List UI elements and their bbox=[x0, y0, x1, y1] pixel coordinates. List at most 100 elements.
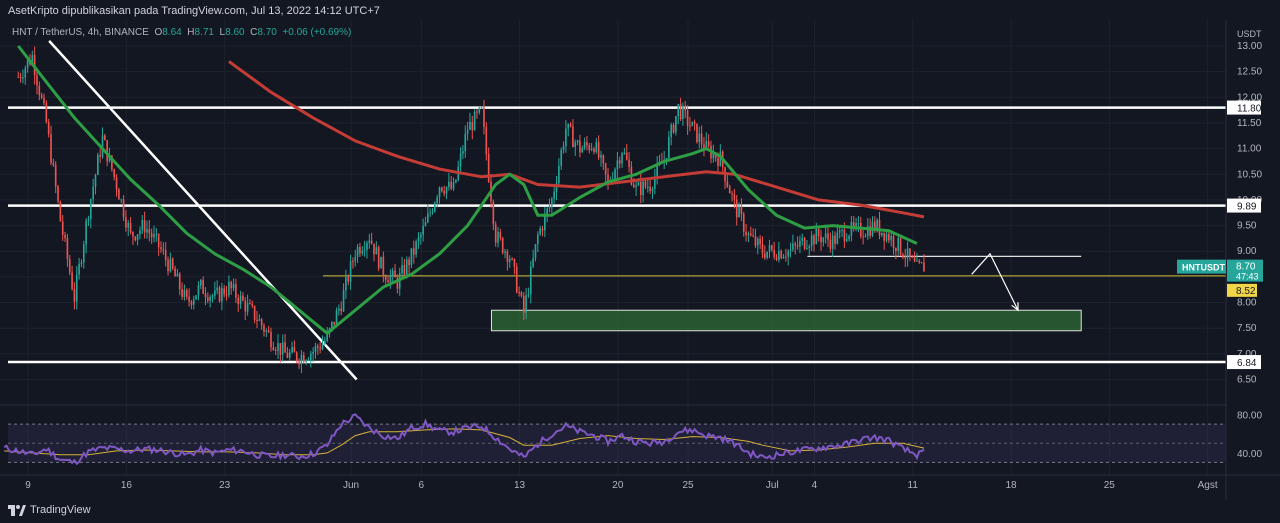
candle-body bbox=[717, 157, 719, 166]
price-marker-countdown: 47:43 bbox=[1236, 272, 1259, 282]
candle-body bbox=[581, 147, 584, 153]
candle bbox=[691, 121, 694, 127]
candle bbox=[211, 293, 214, 303]
candle bbox=[672, 122, 675, 134]
candle-body bbox=[588, 145, 591, 150]
candle-body bbox=[419, 234, 422, 238]
candle-body bbox=[279, 343, 282, 355]
candle bbox=[808, 244, 811, 256]
candle-body bbox=[881, 232, 883, 236]
candle-body bbox=[36, 75, 38, 86]
candle bbox=[239, 290, 242, 310]
candle bbox=[309, 350, 312, 368]
candle bbox=[520, 291, 523, 298]
candle-body bbox=[71, 272, 73, 290]
candle-body bbox=[305, 360, 307, 363]
candle bbox=[740, 198, 743, 222]
candle bbox=[148, 220, 151, 242]
candle bbox=[771, 244, 773, 253]
candle-body bbox=[616, 160, 619, 170]
candle-body bbox=[403, 265, 406, 276]
candle-body bbox=[902, 254, 904, 258]
candle bbox=[588, 142, 591, 154]
level-label-box bbox=[1227, 100, 1261, 115]
candle-body bbox=[375, 247, 378, 255]
candle-body bbox=[822, 237, 825, 243]
candle bbox=[99, 148, 101, 163]
candle-body bbox=[204, 293, 207, 298]
symbol-marker-box bbox=[1177, 259, 1226, 274]
candle bbox=[366, 240, 368, 259]
candle-body bbox=[111, 155, 113, 170]
symbol-name[interactable]: HNT / TetherUS, 4h, BINANCE bbox=[12, 27, 149, 38]
candle bbox=[24, 65, 27, 85]
candle-body bbox=[735, 199, 738, 218]
candle-body bbox=[326, 333, 328, 341]
candle bbox=[913, 251, 916, 263]
candle-body bbox=[230, 281, 233, 289]
candle bbox=[749, 226, 752, 237]
candle-body bbox=[370, 240, 373, 244]
candle-body bbox=[438, 187, 441, 198]
candle bbox=[312, 347, 314, 362]
candle bbox=[532, 249, 534, 269]
candle bbox=[434, 201, 436, 213]
candle-body bbox=[391, 270, 394, 276]
candle bbox=[494, 221, 497, 247]
candle-body bbox=[794, 243, 797, 246]
candle bbox=[480, 106, 483, 109]
candle bbox=[522, 292, 525, 321]
candle bbox=[286, 346, 289, 359]
support-zone[interactable] bbox=[490, 309, 1082, 332]
candle bbox=[764, 245, 766, 261]
time-tick-label: 16 bbox=[121, 480, 133, 491]
candle-body bbox=[796, 245, 799, 247]
candle-body bbox=[115, 177, 118, 190]
candle bbox=[693, 119, 696, 131]
candle bbox=[548, 198, 551, 213]
candle bbox=[120, 198, 123, 204]
candle-body bbox=[155, 233, 158, 235]
candle-body bbox=[188, 296, 190, 302]
candle bbox=[806, 240, 808, 250]
rsi-pane bbox=[3, 413, 1226, 466]
candle bbox=[113, 168, 116, 181]
candle-body bbox=[637, 182, 640, 186]
candle-body bbox=[274, 349, 277, 351]
candle bbox=[307, 356, 310, 362]
candle-body bbox=[309, 353, 312, 360]
candle bbox=[101, 127, 104, 159]
price-tick-label: 8.00 bbox=[1237, 298, 1257, 309]
projection-arrow-line[interactable] bbox=[971, 252, 1019, 311]
trendline[interactable] bbox=[48, 40, 358, 381]
candle-body bbox=[104, 135, 106, 141]
candle-body bbox=[562, 145, 565, 150]
candle-body bbox=[836, 232, 839, 244]
symbol-legend[interactable]: HNT / TetherUS, 4h, BINANCE O8.64 H8.71 … bbox=[12, 27, 351, 38]
time-tick-label: Agst bbox=[1198, 480, 1218, 491]
candle bbox=[246, 294, 249, 316]
change-value: +0.06 (+0.69%) bbox=[282, 27, 352, 38]
candle-body bbox=[417, 237, 420, 242]
candle bbox=[829, 232, 832, 253]
candle-body bbox=[895, 247, 897, 252]
candle-body bbox=[532, 258, 534, 267]
candle-body bbox=[665, 157, 668, 160]
candle bbox=[242, 292, 244, 302]
candle bbox=[508, 255, 511, 268]
price-tick-label: 11.50 bbox=[1237, 118, 1262, 129]
candle bbox=[228, 275, 230, 298]
candle bbox=[649, 179, 651, 195]
candle bbox=[171, 257, 174, 271]
projection-arrow-head[interactable] bbox=[1011, 302, 1019, 312]
candle bbox=[431, 208, 434, 215]
rsi-tick-label: 80.00 bbox=[1237, 411, 1262, 422]
candle-body bbox=[148, 229, 151, 234]
candle-body bbox=[752, 235, 754, 237]
footer: TradingView bbox=[0, 500, 1280, 523]
candle-body bbox=[302, 354, 305, 363]
candle-body bbox=[342, 290, 345, 312]
candle bbox=[623, 147, 626, 155]
candle-body bbox=[520, 292, 523, 296]
